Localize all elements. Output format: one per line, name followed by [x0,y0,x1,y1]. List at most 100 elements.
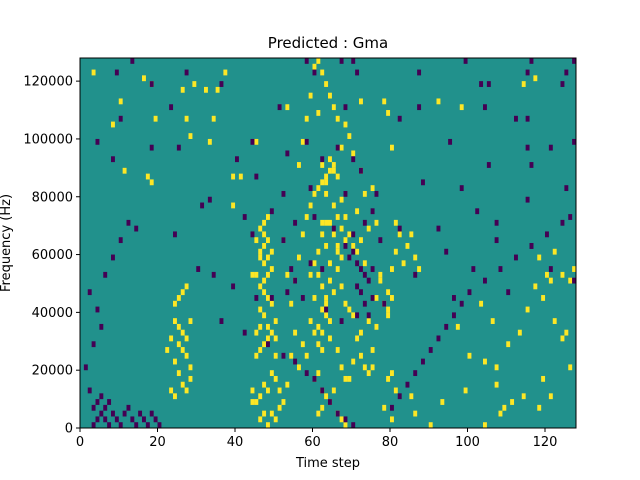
heatmap-cell-positive [351,243,356,249]
heatmap-cell-negative [95,138,100,145]
heatmap-cell-negative [459,185,464,192]
heatmap-cell-positive [273,318,278,324]
heatmap-cell-positive [351,358,356,365]
heatmap-cell-positive [266,214,270,220]
heatmap-cell-positive [393,248,398,255]
heatmap-cell-positive [91,69,96,76]
heatmap-cell-positive [436,98,441,105]
heatmap-cell-positive [169,335,174,342]
heatmap-cell-positive [331,231,336,238]
heatmap-cell-negative [525,196,530,203]
heatmap-cell-negative [471,266,476,272]
heatmap-cell-positive [312,190,317,197]
heatmap-cell-positive [142,75,146,82]
y-tick-label: 0 [65,422,73,437]
heatmap-cell-positive [537,404,542,411]
x-tick-label: 40 [227,435,244,450]
heatmap-cell-positive [262,243,267,249]
heatmap-cell-positive [463,387,468,394]
heatmap-cell-positive [231,202,236,209]
heatmap-cell-negative [138,410,143,417]
heatmap-cell-negative [525,144,530,151]
heatmap-cell-positive [502,404,507,411]
heatmap-cell-negative [397,115,402,122]
heatmap-cell-positive [285,104,290,111]
heatmap-cell-negative [219,81,224,87]
heatmap-cell-negative [107,399,112,405]
heatmap-cell-positive [293,329,298,336]
heatmap-cell-positive [343,375,348,382]
heatmap-cell-negative [452,312,456,319]
heatmap-cell-positive [328,219,332,226]
heatmap-cell-positive [266,271,270,278]
heatmap-cell-negative [103,404,108,411]
heatmap-cell-negative [99,323,104,330]
heatmap-cell-positive [180,329,185,336]
heatmap-cell-negative [548,144,553,151]
heatmap-cell-negative [114,69,119,76]
heatmap-cell-positive [308,271,313,278]
heatmap-cell-positive [517,329,522,336]
heatmap-cell-positive [180,381,185,388]
heatmap-cell-negative [118,237,123,244]
heatmap-cell-negative [91,422,96,429]
heatmap-cell-positive [393,219,398,226]
heatmap-cell-negative [529,243,534,249]
heatmap-cell-negative [525,69,530,76]
heatmap-cell-positive [269,410,274,417]
heatmap-cell-negative [483,277,487,284]
heatmap-cell-negative [548,266,553,272]
heatmap-cell-positive [254,399,259,405]
heatmap-cell-positive [320,404,325,411]
heatmap-cell-positive [149,179,154,186]
heatmap-cell-positive [297,364,301,371]
heatmap-cell-positive [339,196,344,203]
heatmap-cell-negative [300,295,305,301]
heatmap-cell-positive [390,144,394,151]
heatmap-cell-positive [308,202,313,209]
x-tick-label: 120 [533,435,558,450]
heatmap-cell-positive [184,115,189,122]
heatmap-cell-negative [366,277,371,284]
heatmap-cell-negative [339,318,344,324]
heatmap-cell-positive [390,266,394,272]
heatmap-cell-positive [366,318,371,324]
heatmap-cell-negative [304,138,309,145]
heatmap-cell-positive [351,312,356,319]
heatmap-cell-positive [266,335,270,342]
heatmap-cell-positive [231,173,236,180]
heatmap-cell-positive [347,375,352,382]
heatmap-cell-positive [320,219,325,226]
heatmap-cell-positive [386,110,391,116]
heatmap-cell-positive [370,364,375,371]
heatmap-cell-positive [390,295,394,301]
heatmap-cell-positive [176,295,181,301]
heatmap-cell-positive [552,248,557,255]
heatmap-cell-positive [316,271,321,278]
heatmap-cell-positive [188,364,193,371]
heatmap-cell-negative [304,370,309,377]
heatmap-cell-positive [297,162,301,168]
heatmap-cell-positive [188,318,193,324]
heatmap-cell-positive [184,283,189,290]
heatmap-cell-negative [351,156,356,163]
heatmap-cell-positive [300,341,305,348]
heatmap-cell-negative [417,104,422,111]
heatmap-cell-positive [250,399,255,405]
heatmap-cell-positive [328,260,332,267]
heatmap-cell-negative [293,219,298,226]
heatmap-cell-negative [130,58,135,64]
heatmap-cell-positive [324,393,329,400]
heatmap-cell-negative [134,225,139,232]
heatmap-cell-negative [293,277,298,284]
heatmap-cell-positive [393,387,398,394]
heatmap-cell-positive [494,364,499,371]
heatmap-cell-positive [289,300,294,307]
heatmap-cell-positive [320,162,325,168]
heatmap-cell-positive [320,329,325,336]
heatmap-cell-negative [486,81,491,87]
heatmap-cell-positive [316,410,321,417]
heatmap-cell-negative [111,410,115,417]
heatmap-cell-positive [277,404,282,411]
heatmap-cell-negative [304,58,309,64]
